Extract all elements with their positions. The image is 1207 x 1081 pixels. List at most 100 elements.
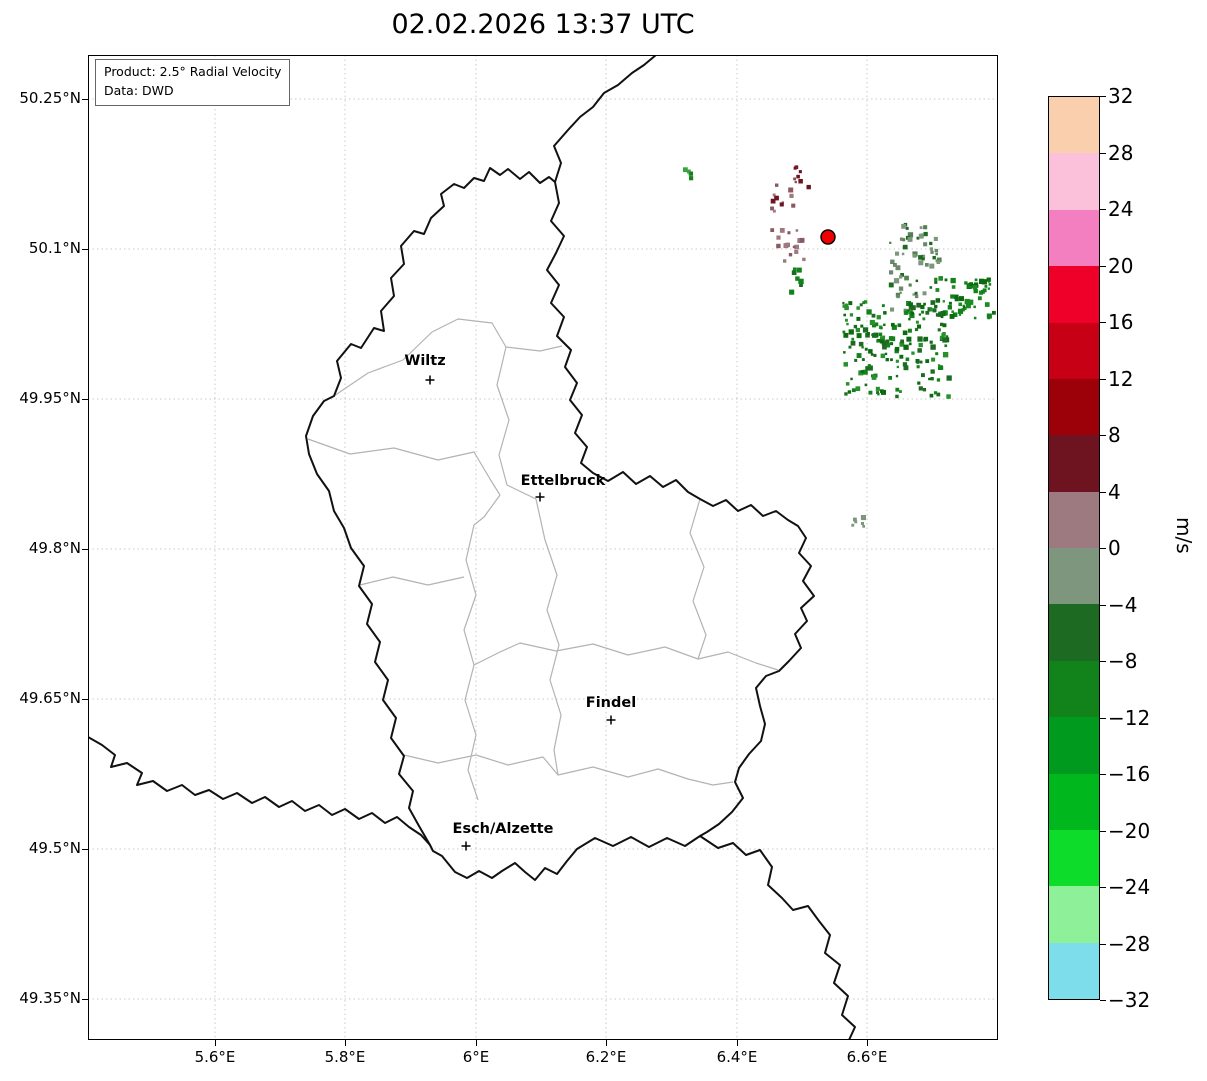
radar-echo-cell	[933, 391, 938, 395]
radar-echo-cell	[884, 352, 888, 356]
radar-echo-cell	[770, 206, 774, 211]
radar-echo-cell	[896, 365, 899, 369]
radar-echo-cell	[969, 282, 973, 286]
radar-echo-cell	[962, 306, 966, 309]
radar-echo-cell	[909, 312, 915, 319]
radar-echo-cell	[917, 324, 922, 329]
x-tick-label: 6.2°E	[585, 1048, 627, 1066]
district-border-line	[359, 576, 465, 586]
radar-echo-cell	[881, 389, 886, 395]
radar-echo-cell	[862, 369, 868, 375]
radar-echo-cell	[885, 339, 890, 344]
radar-echo-cell	[897, 323, 902, 328]
radar-echo-cell	[851, 523, 855, 527]
radar-echo-cell	[802, 257, 806, 262]
radar-echo-cell	[864, 347, 868, 351]
radar-echo-cell	[919, 226, 923, 229]
radar-echo-cell	[946, 375, 952, 381]
radar-echo-cell	[939, 366, 944, 370]
radar-echo-cell	[792, 245, 796, 249]
radar-echo-cell	[902, 362, 908, 367]
axes-frame	[88, 55, 998, 1040]
radar-echo-cell	[854, 520, 858, 524]
radar-echo-cell	[876, 391, 879, 394]
colorbar-tick-label: 20	[1108, 253, 1134, 278]
radar-echo-cell	[922, 317, 926, 321]
radar-echo-cell	[904, 275, 909, 281]
radar-echo-cell	[865, 366, 870, 371]
colorbar-band	[1049, 266, 1099, 323]
radar-echo-cell	[890, 307, 895, 312]
radar-echo-cell	[776, 235, 781, 240]
colorbar-tick-mark	[1100, 265, 1106, 267]
radar-echo-cell	[862, 327, 869, 333]
radar-echo-cell	[899, 275, 903, 279]
radar-echo-cell	[910, 311, 914, 316]
colorbar-band	[1049, 660, 1099, 718]
radar-echo-cell	[842, 330, 846, 334]
radar-echo-cell	[901, 252, 905, 256]
x-tick-label: 5.8°E	[324, 1048, 366, 1066]
radar-echo-cell	[934, 248, 939, 253]
country-borders	[88, 55, 856, 1040]
radar-echo-cell	[951, 310, 954, 313]
colorbar-tick-mark	[1100, 491, 1106, 493]
radar-echo-cell	[916, 236, 920, 240]
colorbar-band	[1049, 97, 1099, 154]
radar-echo-cell	[973, 316, 977, 320]
colorbar-band	[1049, 491, 1099, 548]
radar-echo-cell	[906, 336, 912, 342]
radar-echo-cell	[860, 370, 864, 374]
radar-echo-cell	[979, 278, 985, 284]
radar-echo-cell	[889, 241, 892, 244]
radar-echo-cell	[794, 180, 797, 184]
radar-echo-cell	[987, 280, 991, 283]
city-label: Ettelbruck	[520, 473, 606, 489]
colorbar-tick-label: −28	[1108, 931, 1151, 956]
radar-echo-cell	[977, 296, 982, 301]
radar-echo-cell	[860, 515, 866, 521]
radar-echo-cell	[885, 358, 889, 362]
colorbar-tick-label: −20	[1108, 818, 1151, 843]
radar-echo-cell	[929, 247, 933, 251]
radar-echo-cell	[843, 313, 846, 317]
radar-echo-cell	[793, 177, 796, 181]
radar-echo-cell	[879, 336, 885, 342]
radar-echo-cell	[783, 259, 787, 263]
city-label: Findel	[585, 695, 637, 711]
radar-echo-cell	[938, 276, 943, 281]
radar-echo-cell	[940, 335, 945, 340]
radar-echo-cell	[940, 322, 944, 327]
colorbar-tick-label: 32	[1108, 84, 1134, 108]
radar-echo-cell	[940, 315, 944, 319]
radar-echo-cell	[865, 333, 870, 338]
radar-echo-cell	[929, 393, 934, 398]
colorbar-tick-mark	[1100, 435, 1106, 436]
colorbar-band	[1049, 829, 1099, 887]
radar-echo-cell	[908, 318, 911, 321]
colorbar-tick-label: −12	[1108, 705, 1151, 730]
radar-echo-cell	[880, 353, 886, 359]
radar-echo-cell	[963, 306, 967, 310]
radar-echo-cell	[879, 339, 884, 344]
colorbar-tick-label: 0	[1108, 536, 1121, 560]
radar-echo-cell	[965, 303, 971, 309]
radar-echo-cell	[848, 345, 852, 349]
radar-echo-cell	[984, 302, 990, 307]
radar-echo-cell	[875, 386, 880, 391]
radar-echo-cell	[950, 277, 956, 284]
radar-echo-cell	[907, 237, 913, 242]
radar-echo-cell	[890, 342, 894, 346]
radar-echo-cell	[869, 319, 875, 325]
radar-echo-cell	[942, 323, 947, 328]
radar-echo-cell	[987, 287, 990, 290]
radar-echo-cell	[791, 203, 796, 208]
radar-echo-cell	[930, 344, 936, 350]
radar-echo-cell	[796, 174, 800, 179]
radar-echo-cell	[925, 310, 930, 315]
radar-echo-cell	[788, 253, 793, 257]
colorbar-tick-label: −32	[1108, 988, 1151, 1012]
y-tick-label: 49.8°N	[28, 539, 81, 557]
radar-echo-cell	[779, 228, 785, 233]
radar-echo-cell	[867, 364, 871, 368]
